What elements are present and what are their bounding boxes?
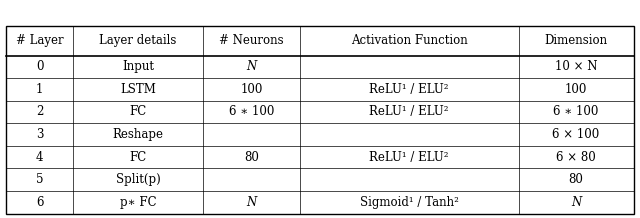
Text: Sigmoid¹ / Tanh²: Sigmoid¹ / Tanh² <box>360 196 458 209</box>
Text: 1: 1 <box>36 83 44 96</box>
Text: N: N <box>571 196 581 209</box>
Text: FC: FC <box>129 151 147 164</box>
Text: 10 × N: 10 × N <box>555 60 597 73</box>
Text: Split(p): Split(p) <box>116 173 161 186</box>
Text: 6: 6 <box>36 196 44 209</box>
Text: Input: Input <box>122 60 154 73</box>
Text: Dimension: Dimension <box>545 34 607 47</box>
Text: 6 ∗ 100: 6 ∗ 100 <box>228 106 274 119</box>
Text: ReLU¹ / ELU²: ReLU¹ / ELU² <box>369 106 449 119</box>
Text: 6 × 80: 6 × 80 <box>556 151 596 164</box>
Text: 6 × 100: 6 × 100 <box>552 128 600 141</box>
Text: 4: 4 <box>36 151 44 164</box>
Text: 2: 2 <box>36 106 44 119</box>
Text: 0: 0 <box>36 60 44 73</box>
Text: LSTM: LSTM <box>120 83 156 96</box>
Bar <box>6 26 634 214</box>
Text: Activation Function: Activation Function <box>351 34 467 47</box>
Text: Reshape: Reshape <box>113 128 164 141</box>
Text: ReLU¹ / ELU²: ReLU¹ / ELU² <box>369 151 449 164</box>
Text: 80: 80 <box>568 173 584 186</box>
Text: ReLU¹ / ELU²: ReLU¹ / ELU² <box>369 83 449 96</box>
Text: 3: 3 <box>36 128 44 141</box>
Text: 6 ∗ 100: 6 ∗ 100 <box>554 106 599 119</box>
Text: Layer details: Layer details <box>99 34 177 47</box>
Text: 100: 100 <box>240 83 262 96</box>
Text: 80: 80 <box>244 151 259 164</box>
Text: N: N <box>246 196 257 209</box>
Text: N: N <box>246 60 257 73</box>
Text: # Layer: # Layer <box>16 34 63 47</box>
Text: 5: 5 <box>36 173 44 186</box>
Text: FC: FC <box>129 106 147 119</box>
Text: # Neurons: # Neurons <box>219 34 284 47</box>
Text: p∗ FC: p∗ FC <box>120 196 156 209</box>
Text: 100: 100 <box>565 83 588 96</box>
